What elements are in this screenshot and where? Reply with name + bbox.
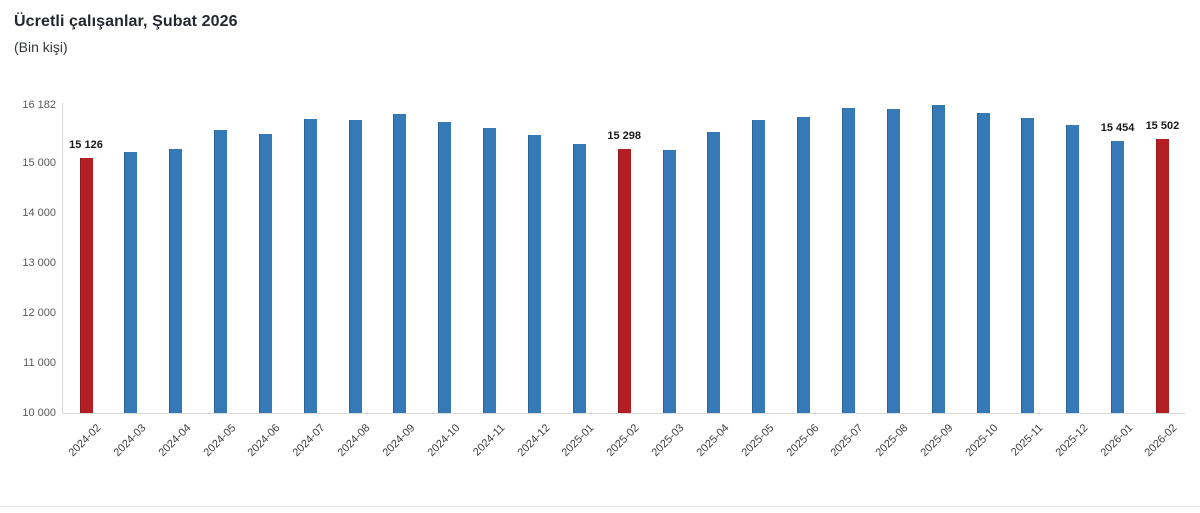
x-axis-tick-label-2024-05: 2024-05 — [200, 422, 239, 460]
data-label-2026-01: 15 454 — [1100, 122, 1135, 135]
x-axis-tick-label-2025-03: 2025-03 — [649, 422, 687, 460]
bar-2025-05[interactable] — [752, 120, 766, 413]
bar-2024-11[interactable] — [483, 127, 497, 413]
x-axis-tick-label-2024-02: 2024-02 — [66, 422, 104, 460]
x-axis-tick-label-2025-11: 2025-11 — [1008, 422, 1046, 459]
bar-2024-07[interactable] — [303, 119, 317, 413]
bar-2025-03[interactable] — [662, 149, 676, 413]
x-axis-tick-label-2025-01: 2025-01 — [559, 422, 597, 460]
x-axis-tick-label-2024-03: 2024-03 — [111, 422, 149, 460]
bar-2025-09[interactable] — [931, 105, 945, 413]
page-bottom-divider — [0, 506, 1200, 507]
data-label-2024-02: 15 126 — [69, 138, 103, 151]
x-axis-tick-label-2025-09: 2025-09 — [918, 422, 956, 460]
bar-2025-12[interactable] — [1066, 124, 1080, 413]
bar-2024-10[interactable] — [438, 121, 452, 413]
x-axis-tick-label-2024-11: 2024-11 — [470, 422, 508, 459]
bar-2024-05[interactable] — [214, 129, 228, 413]
bar-2024-03[interactable] — [124, 152, 138, 413]
bar-2025-06[interactable] — [797, 116, 811, 413]
chart-subtitle: (Bin kişi) — [14, 39, 68, 55]
x-axis-tick-label-2024-08: 2024-08 — [335, 422, 373, 460]
data-label-2026-02: 15 502 — [1145, 119, 1180, 132]
y-axis-tick-label-12000: 12 000 — [22, 306, 56, 319]
x-axis-tick-label-2025-10: 2025-10 — [963, 422, 1001, 460]
bar-2025-04[interactable] — [707, 131, 721, 413]
x-axis-tick-label-2024-10: 2024-10 — [425, 422, 463, 460]
x-axis-tick-label-2024-06: 2024-06 — [245, 422, 283, 460]
x-axis-tick-label-2025-05: 2025-05 — [739, 422, 777, 460]
bar-2025-01[interactable] — [572, 143, 586, 413]
bar-2025-02[interactable] — [617, 149, 631, 413]
bar-2026-02[interactable] — [1155, 138, 1169, 413]
x-axis-tick-label-2025-07: 2025-07 — [828, 422, 866, 460]
x-axis-tick-label-2025-04: 2025-04 — [694, 422, 732, 460]
x-axis-tick-label-2024-04: 2024-04 — [156, 422, 194, 460]
y-axis-tick-label-11000: 11 000 — [23, 356, 56, 369]
y-axis-tick-label-14000: 14 000 — [22, 207, 56, 220]
y-axis-tick-label-15000: 15 000 — [22, 157, 56, 170]
bar-2025-07[interactable] — [841, 108, 855, 413]
x-axis-tick-label-2026-02: 2026-02 — [1142, 422, 1180, 460]
y-axis-line — [62, 103, 63, 414]
x-axis-tick-label-2025-02: 2025-02 — [604, 422, 642, 460]
bar-2024-02[interactable] — [79, 157, 93, 413]
x-axis-tick-label-2024-12: 2024-12 — [514, 422, 552, 460]
x-axis-tick-label-2024-09: 2024-09 — [380, 422, 418, 460]
bar-2024-12[interactable] — [528, 135, 541, 413]
x-axis-tick-label-2025-06: 2025-06 — [784, 422, 822, 460]
chart-title: Ücretli çalışanlar, Şubat 2026 — [14, 13, 238, 30]
bar-2024-09[interactable] — [393, 114, 407, 413]
x-axis-tick-label-2025-12: 2025-12 — [1053, 422, 1091, 460]
y-axis-tick-label-13000: 13 000 — [22, 257, 56, 270]
bar-2024-04[interactable] — [169, 148, 183, 413]
x-axis-tick-label-2026-01: 2026-01 — [1097, 422, 1136, 460]
bar-2025-10[interactable] — [976, 113, 990, 413]
bar-2026-01[interactable] — [1111, 141, 1125, 413]
bar-2024-06[interactable] — [258, 133, 272, 413]
data-label-2025-02: 15 298 — [607, 130, 642, 143]
x-axis-line — [62, 413, 1185, 414]
x-axis-tick-label-2025-08: 2025-08 — [873, 422, 911, 460]
bar-2025-08[interactable] — [886, 109, 900, 413]
y-axis-tick-label-10000: 10 000 — [22, 406, 56, 419]
y-axis-tick-label-16182: 16 182 — [22, 98, 56, 111]
bar-2024-08[interactable] — [348, 119, 362, 413]
x-axis-tick-label-2024-07: 2024-07 — [290, 422, 328, 460]
bar-2025-11[interactable] — [1021, 118, 1035, 413]
